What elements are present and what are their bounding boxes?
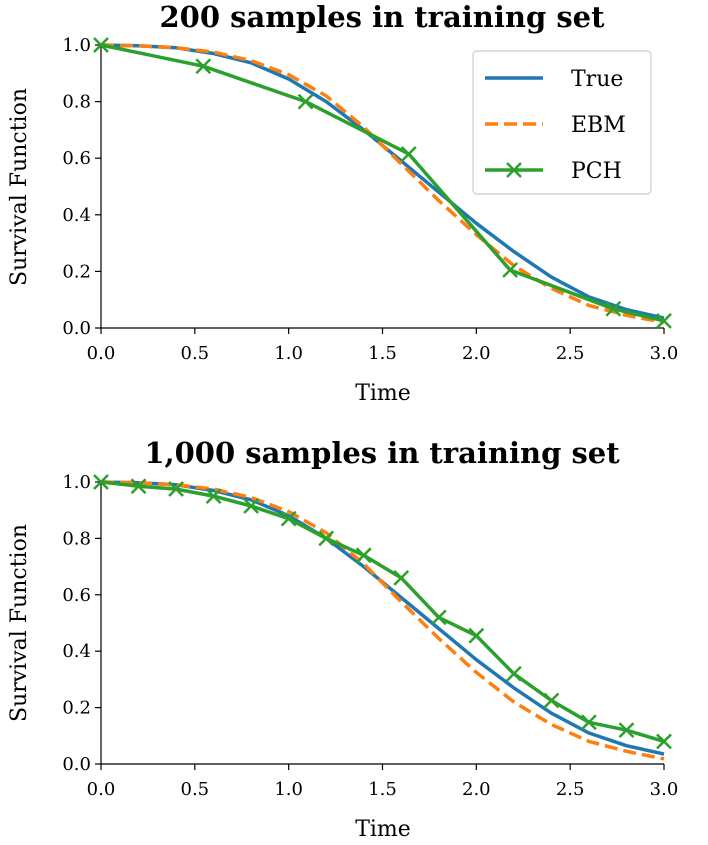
y-tick-label: 0.0 [62, 754, 91, 775]
data-point-pch [355, 547, 372, 564]
x-tick-label: 1.0 [274, 779, 303, 800]
x-tick-label: 2.0 [462, 779, 491, 800]
data-point-pch [581, 714, 597, 731]
x-tick-label: 2.5 [556, 779, 585, 800]
x-tick-label: 1.5 [368, 343, 397, 364]
y-tick-label: 0.4 [62, 205, 91, 226]
data-point-pch [93, 37, 109, 53]
x-tick-label: 3.0 [650, 343, 679, 364]
y-tick-label: 0.6 [62, 148, 91, 169]
series-line-ebm [100, 43, 665, 325]
x-tick-label: 0.0 [87, 343, 116, 364]
y-tick-label: 1.0 [62, 35, 91, 56]
x-tick-label: 0.5 [181, 343, 210, 364]
y-tick-label: 0.8 [62, 92, 91, 113]
y-tick-label: 0.8 [62, 528, 91, 549]
axis-ticks: 0.0 0.5 1.0 1.5 2.0 2.5 3.0 0.0 0.2 0.4 0.6 0.8 1.0 [62, 35, 678, 364]
x-tick-label: 1.5 [368, 779, 397, 800]
y-tick-label: 0.0 [62, 318, 91, 339]
axis-ticks: 0.0 0.5 1.0 1.5 2.0 2.5 3.0 0.0 0.2 0.4 0.6 0.8 1.0 [62, 472, 678, 800]
data-point-pch [130, 478, 147, 495]
legend-label-pch: PCH [571, 159, 622, 184]
data-point-pch [430, 609, 447, 626]
data-point-pch [243, 498, 260, 514]
y-axis-label: Survival Function [7, 88, 32, 286]
x-tick-label: 2.0 [462, 343, 491, 364]
legend-label-ebm: EBM [571, 113, 626, 138]
data-point-pch [400, 146, 417, 162]
legend-label-true: True [571, 67, 623, 92]
legend-frame [472, 50, 652, 195]
data-point-pch [605, 300, 622, 317]
data-point-pch [297, 93, 314, 110]
chart-title: 1,000 samples in training set [144, 436, 620, 470]
data-point-pch [168, 481, 184, 497]
x-tick-label: 3.0 [650, 779, 679, 800]
x-tick-label: 0.0 [87, 779, 116, 800]
y-tick-label: 0.4 [62, 641, 91, 662]
data-point-pch [656, 313, 672, 329]
y-axis-label: Survival Function [7, 524, 32, 722]
plot-area [93, 474, 672, 761]
plot-area [93, 37, 672, 329]
data-point-pch [543, 692, 560, 709]
data-point-pch [205, 488, 222, 504]
data-point-pch [656, 733, 672, 750]
data-point-pch [195, 58, 212, 75]
x-tick-label: 2.5 [556, 343, 585, 364]
x-axis-label: Time [355, 381, 411, 406]
x-tick-label: 1.0 [274, 343, 303, 364]
series-line-true [100, 480, 665, 756]
data-point-pch [502, 262, 518, 278]
data-point-pch [618, 722, 635, 739]
legend: True EBM PCH [472, 50, 652, 195]
data-point-pch [393, 569, 410, 586]
y-tick-label: 0.2 [62, 698, 91, 719]
data-point-pch [318, 530, 335, 547]
data-point-pch [505, 665, 522, 682]
chart-title: 200 samples in training set [159, 0, 605, 34]
legend-marker-pch [506, 162, 522, 178]
x-tick-label: 0.5 [181, 779, 210, 800]
series-line-ebm [100, 480, 665, 761]
data-point-pch [93, 474, 109, 490]
y-tick-label: 0.2 [62, 261, 91, 282]
y-tick-label: 0.6 [62, 585, 91, 606]
chart-panel-top: 200 samples in training set Survival Fun… [7, 0, 678, 406]
y-tick-label: 1.0 [62, 472, 91, 493]
data-point-pch [468, 627, 485, 644]
x-axis-label: Time [355, 817, 411, 842]
series-line-pch [100, 480, 665, 744]
chart-panel-bottom: 1,000 samples in training set Survival F… [7, 436, 678, 842]
data-point-pch [280, 510, 297, 527]
